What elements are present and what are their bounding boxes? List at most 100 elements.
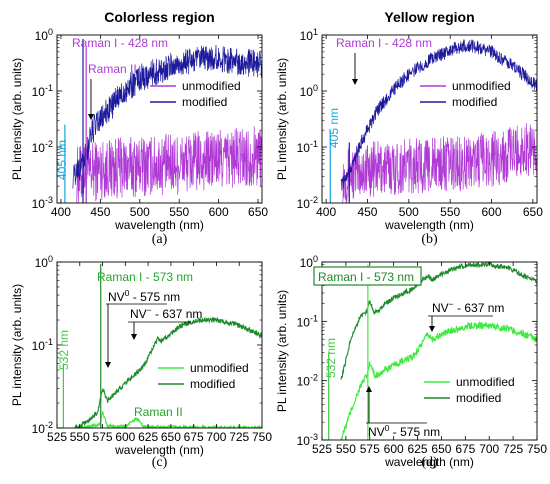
chart-panel-c: 525 550 575 600 625 650 675 700 725 750 10-2 10-1 10… [10, 254, 272, 470]
legend-entry: modified [190, 377, 235, 391]
legend: unmodified modified [158, 361, 249, 391]
x-axis-label: wavelength (nm) [114, 218, 204, 232]
annotation-raman-ii: Raman II [88, 62, 137, 76]
x-tick-label: 575 [360, 442, 380, 456]
y-tick-label: 10-3 [32, 195, 53, 211]
x-tick-label: 650 [248, 205, 268, 219]
annotation-raman-ii: Raman II [134, 405, 183, 419]
legend-entry: unmodified [190, 361, 249, 375]
x-tick-label: 600 [384, 442, 404, 456]
y-tick-label: 10-2 [297, 195, 318, 211]
plot-area [62, 263, 262, 428]
chart-title: Yellow region [384, 9, 474, 25]
panel-caption: (c) [152, 455, 168, 470]
chart-panel-d: 525 550 575 600 625 650 675 700 725 750 10-3 10-2 10… [275, 254, 547, 470]
annotation-laser: 405 nm [327, 108, 341, 148]
annotation-arrow-head [429, 326, 435, 332]
x-tick-label: 550 [70, 430, 90, 444]
y-tick-label: 10-2 [32, 420, 53, 436]
x-axis-label: wavelength (nm) [114, 443, 204, 457]
annotations: Raman I - 428 nm Raman II 405 nm Raman I - … [55, 36, 504, 439]
annotation-arrow-head [366, 386, 372, 392]
y-axis-label: PL intensity (arb. units) [10, 284, 24, 406]
plot-area [328, 262, 537, 440]
x-tick-label: 450 [357, 205, 377, 219]
y-tick-label: 10-1 [297, 313, 318, 329]
plot-frame [321, 34, 538, 204]
annotation-raman-i: Raman I - 428 nm [336, 36, 432, 50]
legend-entry: modified [452, 95, 497, 109]
annotation-nv0: NV0 - 575 nm [368, 423, 440, 439]
legend-entry: unmodified [182, 79, 241, 93]
x-tick-label: 700 [479, 442, 499, 456]
x-tick-label: 600 [482, 205, 502, 219]
y-tick-label: 10-1 [297, 139, 318, 155]
x-tick-label: 625 [408, 442, 428, 456]
series-line-unmodified [342, 123, 537, 203]
x-tick-label: 750 [252, 430, 272, 444]
y-tick-label: 100 [300, 83, 318, 99]
x-tick-label: 600 [209, 205, 229, 219]
chart-title: Colorless region [104, 9, 214, 25]
chart-panel-b: 400 450 500 550 600 650 10-2 10-1 100 101 waveleng… [275, 9, 543, 247]
x-tick-label: 550 [336, 442, 356, 456]
annotation-nvminus: NV− - 637 nm [432, 299, 504, 315]
panel-caption: (d) [421, 455, 438, 470]
x-tick-label: 500 [399, 205, 419, 219]
legend-entry: unmodified [456, 375, 515, 389]
y-tick-label: 10-2 [32, 139, 53, 155]
x-tick-label: 650 [431, 442, 451, 456]
annotation-nvminus: NV− - 637 nm [130, 305, 202, 321]
plot-frame [56, 34, 263, 204]
panel-caption: (a) [152, 232, 168, 247]
annotation-raman-i: Raman I - 428 nm [72, 36, 168, 50]
x-tick-label: 700 [206, 430, 226, 444]
x-tick-label: 575 [93, 430, 113, 444]
annotation-box [313, 266, 422, 286]
y-axis-label: PL intensity (arb. units) [275, 58, 289, 180]
annotation-raman-i: Raman I - 573 nm [97, 270, 193, 284]
annotation-laser: 532 nm [324, 338, 338, 378]
series-line-modified [74, 316, 262, 428]
series-line-modified [340, 38, 537, 191]
y-tick-label: 10-1 [32, 337, 53, 353]
series-line-modified [340, 262, 537, 380]
x-tick-label: 400 [316, 205, 336, 219]
legend-entry: unmodified [452, 79, 511, 93]
y-tick-label: 100 [35, 27, 53, 43]
y-axis-label: PL intensity (arb. units) [275, 290, 289, 412]
annotation-arrow-head [105, 362, 111, 368]
y-tick-label: 10-3 [297, 432, 318, 448]
x-tick-label: 675 [184, 430, 204, 444]
annotation-nv0: NV0 - 575 nm [108, 288, 180, 304]
annotation-arrow-head [88, 114, 94, 120]
legend: unmodified modified [150, 79, 241, 109]
y-tick-label: 10-2 [297, 373, 318, 389]
x-tick-label: 725 [229, 430, 249, 444]
x-tick-label: 600 [115, 430, 135, 444]
series-line-modified [72, 44, 262, 189]
x-tick-label: 525 [312, 442, 332, 456]
chart-panel-a: 400 450 500 550 600 650 10-3 10-2 10-1 100 wavelen… [10, 9, 268, 247]
x-tick-label: 550 [440, 205, 460, 219]
x-tick-label: 550 [169, 205, 189, 219]
x-tick-label: 725 [503, 442, 523, 456]
plot-frame [321, 261, 538, 441]
x-tick-label: 650 [523, 205, 543, 219]
x-axis-label: wavelength (nm) [384, 218, 474, 232]
annotation-raman-i: Raman I - 573 nm [318, 270, 414, 284]
y-tick-label: 100 [300, 254, 318, 270]
annotation-arrow-head [131, 334, 137, 340]
x-tick-label: 750 [527, 442, 547, 456]
x-tick-label: 675 [455, 442, 475, 456]
legend-entry: modified [182, 95, 227, 109]
x-axis-label: wavelength (nm) [384, 455, 474, 469]
x-tick-label: 650 [161, 430, 181, 444]
x-tick-label: 400 [51, 205, 71, 219]
y-tick-label: 100 [35, 254, 53, 270]
plot-area [329, 38, 537, 203]
x-tick-label: 625 [138, 430, 158, 444]
series-line-unmodified [340, 320, 537, 440]
legend-entry: modified [456, 391, 501, 405]
x-tick-label: 525 [47, 430, 67, 444]
